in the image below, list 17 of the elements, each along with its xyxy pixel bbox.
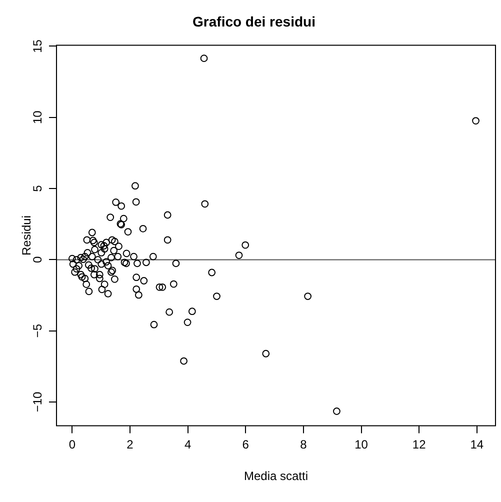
x-tick-label: 0 [68, 438, 76, 452]
x-tick-label: 10 [354, 438, 368, 452]
x-tick-label: 12 [412, 438, 426, 452]
y-tick-label: 5 [30, 184, 44, 192]
y-tick-label: 10 [30, 110, 44, 124]
x-tick-label: 4 [184, 438, 192, 452]
x-tick-label: 8 [300, 438, 308, 452]
y-axis-title: Residui [20, 215, 34, 256]
x-tick-label: 14 [470, 438, 484, 452]
chart-title: Grafico dei residui [192, 13, 316, 30]
x-axis-title: Media scatti [244, 469, 308, 484]
y-tick-label: −10 [30, 392, 44, 412]
y-tick-label: 0 [30, 256, 44, 264]
y-tick-label: 15 [30, 39, 44, 53]
x-tick-label: 2 [126, 438, 134, 452]
y-tick-label: −5 [30, 324, 44, 338]
x-tick-label: 6 [242, 438, 250, 452]
